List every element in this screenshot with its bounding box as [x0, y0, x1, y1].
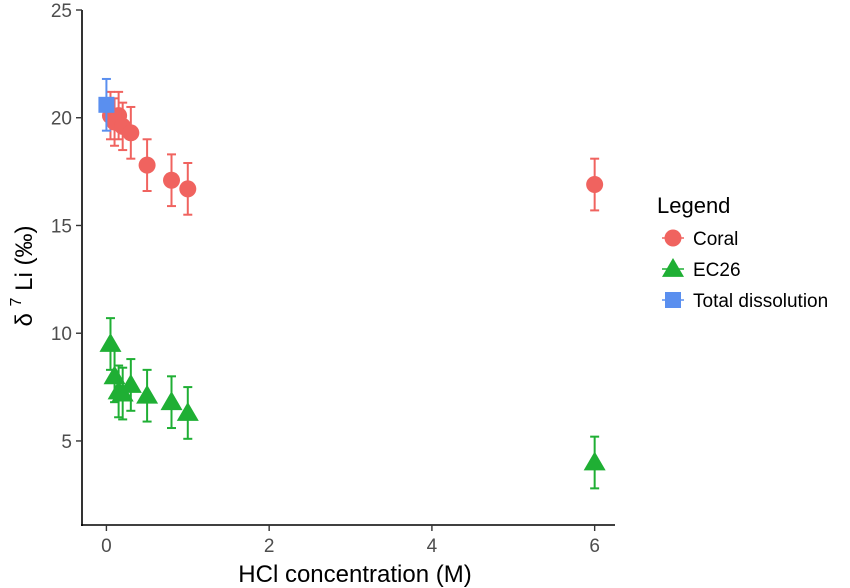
series-total-dissolution [98, 77, 115, 132]
series-coral [101, 90, 604, 216]
x-tick-label: 0 [101, 536, 112, 557]
plot-area: 5 10 15 20 25 0 2 4 6 [51, 1, 615, 557]
legend-key-square [665, 292, 681, 308]
data-point [99, 332, 122, 352]
data-point [119, 373, 142, 393]
legend-item: Coral [662, 229, 738, 250]
legend: Legend Coral EC26 Total dissolution [657, 193, 828, 312]
legend-item: Total dissolution [662, 291, 828, 312]
data-point [122, 124, 140, 142]
data-point [160, 391, 183, 411]
legend-key-triangle [662, 258, 684, 277]
x-axis-title: HCl concentration (M) [238, 561, 471, 588]
data-point [176, 401, 199, 421]
data-point [138, 156, 156, 174]
y-axis-title-prefix: δ [11, 313, 38, 326]
data-point [586, 176, 604, 194]
x-tick-label: 4 [427, 536, 438, 557]
data-point [136, 384, 159, 404]
svg-text:δ 7 Li (‰): δ 7 Li (‰) [0, 226, 38, 327]
data-point [583, 451, 606, 471]
data-point [98, 96, 115, 113]
legend-title: Legend [657, 193, 730, 218]
x-tick-label: 2 [264, 536, 275, 557]
y-tick-label: 10 [51, 324, 72, 345]
y-axis-title: δ 7 Li (‰) [0, 226, 38, 327]
y-tick-label: 20 [51, 109, 72, 130]
legend-label: Total dissolution [693, 291, 828, 312]
legend-label: Coral [693, 229, 738, 250]
data-point [103, 365, 126, 385]
x-tick-label: 6 [589, 536, 600, 557]
legend-item: EC26 [662, 258, 741, 281]
legend-label: EC26 [693, 260, 741, 281]
series-ec26 [99, 317, 606, 490]
legend-key-circle [664, 229, 682, 247]
data-point [163, 171, 181, 189]
y-tick-label: 5 [61, 432, 72, 453]
y-tick-label: 25 [51, 1, 72, 22]
legend-items: Coral EC26 Total dissolution [662, 229, 828, 312]
data-point [179, 180, 197, 198]
y-tick-label: 15 [51, 216, 72, 237]
y-axis-title-sup: 7 [8, 297, 25, 306]
y-axis-title-suffix: Li (‰) [11, 226, 38, 291]
